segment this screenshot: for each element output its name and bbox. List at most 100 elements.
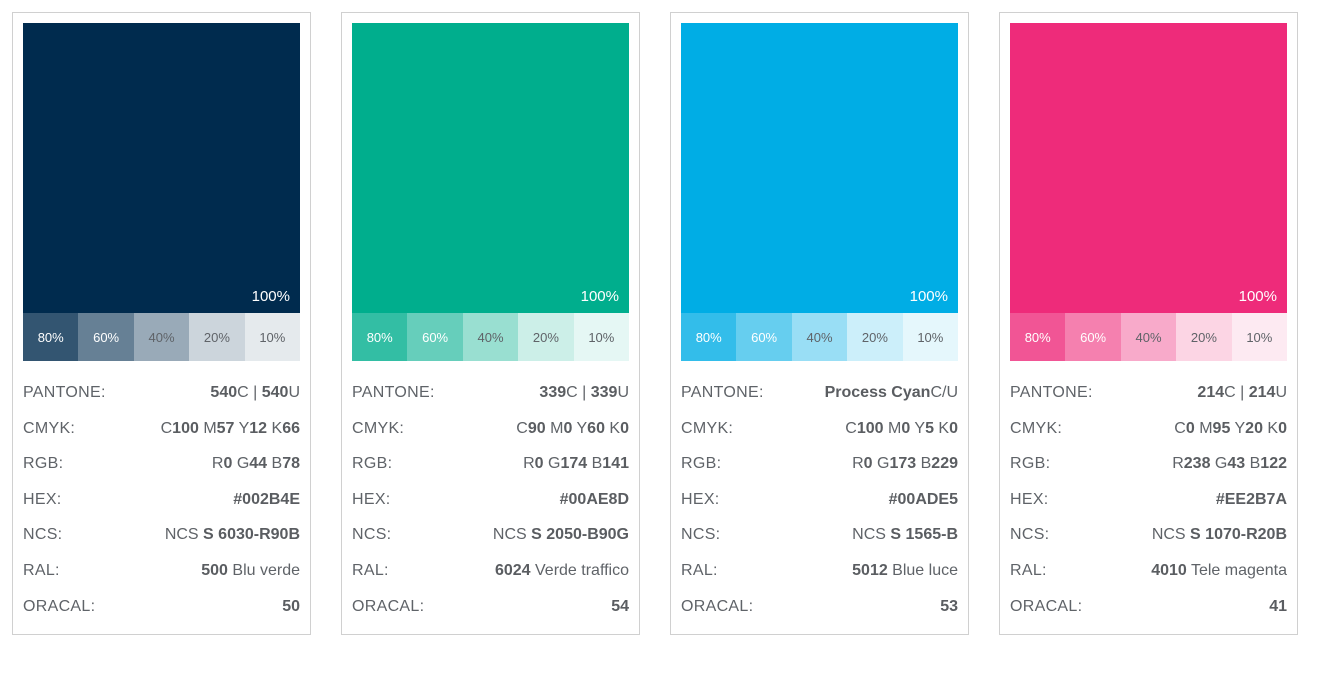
swatch-main: 100% bbox=[1010, 23, 1287, 313]
spec-table: PANTONE:339C | 339UCMYK:C90 M0 Y60 K0RGB… bbox=[352, 375, 629, 624]
tint-row: 80%60%40%20%10% bbox=[352, 313, 629, 361]
spec-row-ncs: NCS: NCS S 1070-R20B bbox=[1010, 517, 1287, 553]
spec-label: HEX: bbox=[23, 487, 62, 513]
color-card: 100% 80%60%40%20%10% PANTONE:540C | 540UCM… bbox=[12, 12, 311, 635]
spec-value: 54 bbox=[611, 594, 629, 620]
spec-value: 6024 Verde traffico bbox=[495, 558, 629, 584]
spec-row-ral: RAL:5012 Blue luce bbox=[681, 553, 958, 589]
swatch-block: 100% 80%60%40%20%10% bbox=[352, 23, 629, 361]
swatch-label-100: 100% bbox=[252, 288, 290, 305]
spec-value: 50 bbox=[282, 594, 300, 620]
spec-label: ORACAL: bbox=[681, 594, 753, 620]
spec-value: #00AE8D bbox=[560, 487, 629, 513]
spec-label: PANTONE: bbox=[23, 380, 106, 406]
spec-label: NCS: bbox=[681, 522, 720, 548]
spec-row-rgb: RGB: R0 G174 B141 bbox=[352, 446, 629, 482]
spec-row-hex: HEX: #EE2B7A bbox=[1010, 482, 1287, 518]
tint-swatch: 80% bbox=[1010, 313, 1065, 361]
swatch-main: 100% bbox=[352, 23, 629, 313]
tint-row: 80%60%40%20%10% bbox=[1010, 313, 1287, 361]
spec-value: 5012 Blue luce bbox=[852, 558, 958, 584]
spec-label: RGB: bbox=[681, 451, 721, 477]
spec-table: PANTONE:214C | 214UCMYK:C0 M95 Y20 K0RGB… bbox=[1010, 375, 1287, 624]
spec-label: RGB: bbox=[23, 451, 63, 477]
spec-row-ral: RAL:4010 Tele magenta bbox=[1010, 553, 1287, 589]
spec-value: 4010 Tele magenta bbox=[1151, 558, 1287, 584]
spec-row-oracal: ORACAL: 41 bbox=[1010, 589, 1287, 625]
tint-row: 80%60%40%20%10% bbox=[681, 313, 958, 361]
spec-value: NCS S 6030-R90B bbox=[165, 522, 300, 548]
spec-value: 41 bbox=[1269, 594, 1287, 620]
spec-value: #002B4E bbox=[233, 487, 300, 513]
spec-row-hex: HEX: #00AE8D bbox=[352, 482, 629, 518]
spec-value: NCS S 1070-R20B bbox=[1152, 522, 1287, 548]
tint-swatch: 10% bbox=[245, 313, 300, 361]
spec-label: ORACAL: bbox=[352, 594, 424, 620]
spec-value: R0 G174 B141 bbox=[523, 451, 629, 477]
color-card: 100% 80%60%40%20%10% PANTONE: 339C | 339U CM… bbox=[341, 12, 640, 635]
spec-row-oracal: ORACAL: 54 bbox=[352, 589, 629, 625]
spec-label: PANTONE: bbox=[681, 380, 764, 406]
tint-swatch: 10% bbox=[903, 313, 958, 361]
spec-value: 500 Blu verde bbox=[201, 558, 300, 584]
spec-label: PANTONE: bbox=[1010, 380, 1093, 406]
spec-label: RGB: bbox=[1010, 451, 1050, 477]
spec-row-ncs: NCS:NCS S 6030-R90B bbox=[23, 517, 300, 553]
tint-swatch: 80% bbox=[23, 313, 78, 361]
spec-row-cmyk: CMYK: C100 M0 Y5 K0 bbox=[681, 411, 958, 447]
spec-row-rgb: RGB:R0 G173 B229 bbox=[681, 446, 958, 482]
spec-value: C100 M0 Y5 K0 bbox=[845, 416, 958, 442]
spec-label: HEX: bbox=[352, 487, 391, 513]
tint-swatch: 60% bbox=[78, 313, 133, 361]
swatch-label-100: 100% bbox=[581, 288, 619, 305]
spec-value: NCS S 2050-B90G bbox=[493, 522, 629, 548]
spec-value: NCS S 1565-B bbox=[852, 522, 958, 548]
spec-label: HEX: bbox=[1010, 487, 1049, 513]
tint-swatch: 40% bbox=[792, 313, 847, 361]
tint-swatch: 80% bbox=[681, 313, 736, 361]
spec-table: PANTONE:Process CyanC/UCMYK:C100 M0 Y5 K… bbox=[681, 375, 958, 624]
tint-swatch: 60% bbox=[407, 313, 462, 361]
swatch-block: 100% 80%60%40%20%10% bbox=[1010, 23, 1287, 361]
tint-swatch: 20% bbox=[1176, 313, 1231, 361]
spec-row-ral: RAL: 6024 Verde traffico bbox=[352, 553, 629, 589]
tint-swatch: 10% bbox=[574, 313, 629, 361]
spec-label: NCS: bbox=[352, 522, 391, 548]
tint-swatch: 20% bbox=[847, 313, 902, 361]
spec-label: RAL: bbox=[352, 558, 389, 584]
spec-table: PANTONE:540C | 540UCMYK:C100 M57 Y12 K66… bbox=[23, 375, 300, 624]
spec-row-pantone: PANTONE:540C | 540U bbox=[23, 375, 300, 411]
tint-swatch: 60% bbox=[1065, 313, 1120, 361]
tint-swatch: 80% bbox=[352, 313, 407, 361]
spec-row-cmyk: CMYK:C100 M57 Y12 K66 bbox=[23, 411, 300, 447]
spec-value: #00ADE5 bbox=[889, 487, 958, 513]
swatch-main: 100% bbox=[23, 23, 300, 313]
swatch-block: 100% 80%60%40%20%10% bbox=[23, 23, 300, 361]
spec-value: 339C | 339U bbox=[539, 380, 629, 406]
spec-label: RGB: bbox=[352, 451, 392, 477]
tint-swatch: 20% bbox=[189, 313, 244, 361]
spec-label: CMYK: bbox=[681, 416, 733, 442]
swatch-block: 100% 80%60%40%20%10% bbox=[681, 23, 958, 361]
color-card-grid: 100%80%60%40%20%10%PANTONE:540C | 540UCM… bbox=[12, 12, 1326, 635]
color-card: 100% 80%60%40%20%10% PANTONE:Process CyanC… bbox=[670, 12, 969, 635]
spec-value: C0 M95 Y20 K0 bbox=[1174, 416, 1287, 442]
tint-swatch: 40% bbox=[1121, 313, 1176, 361]
tint-swatch: 60% bbox=[736, 313, 791, 361]
spec-row-hex: HEX: #002B4E bbox=[23, 482, 300, 518]
tint-swatch: 40% bbox=[134, 313, 189, 361]
spec-value: #EE2B7A bbox=[1216, 487, 1287, 513]
spec-value: C90 M0 Y60 K0 bbox=[516, 416, 629, 442]
spec-row-ncs: NCS: NCS S 2050-B90G bbox=[352, 517, 629, 553]
spec-label: ORACAL: bbox=[1010, 594, 1082, 620]
spec-row-cmyk: CMYK:C90 M0 Y60 K0 bbox=[352, 411, 629, 447]
spec-label: PANTONE: bbox=[352, 380, 435, 406]
tint-swatch: 10% bbox=[1232, 313, 1287, 361]
spec-row-rgb: RGB:R0 G44 B78 bbox=[23, 446, 300, 482]
spec-row-oracal: ORACAL: 53 bbox=[681, 589, 958, 625]
swatch-label-100: 100% bbox=[910, 288, 948, 305]
spec-label: NCS: bbox=[1010, 522, 1049, 548]
spec-row-ncs: NCS: NCS S 1565-B bbox=[681, 517, 958, 553]
spec-value: 53 bbox=[940, 594, 958, 620]
swatch-label-100: 100% bbox=[1239, 288, 1277, 305]
